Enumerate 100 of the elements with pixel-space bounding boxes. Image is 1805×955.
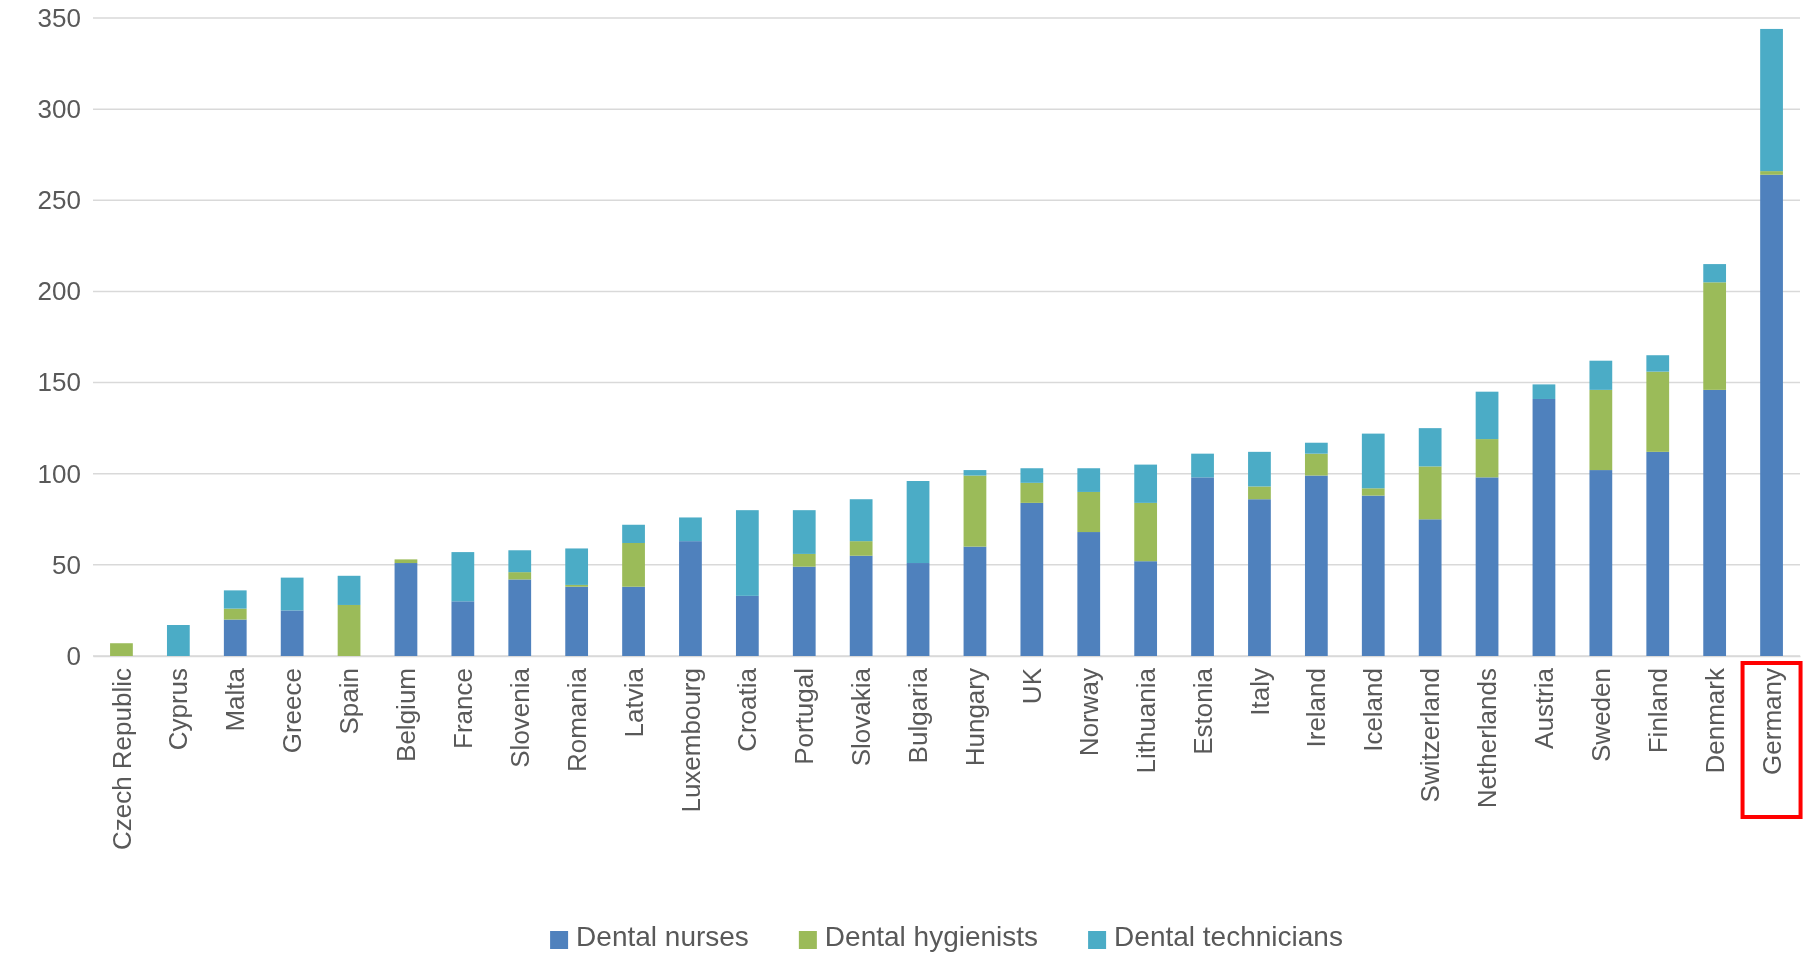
bar: [849, 541, 873, 556]
x-tick-label: Romania: [561, 667, 592, 773]
x-tick-label: Spain: [334, 668, 365, 735]
x-tick-label: Norway: [1073, 668, 1104, 757]
bar: [1475, 439, 1499, 478]
bar: [1418, 519, 1442, 656]
bar: [963, 470, 987, 476]
bar: [1589, 470, 1613, 656]
bar: [1646, 355, 1670, 372]
y-tick-label: 150: [37, 367, 81, 398]
x-tick-label: Czech Republic: [106, 668, 137, 851]
y-tick-label: 100: [37, 458, 81, 489]
x-tick-label: Iceland: [1358, 668, 1389, 752]
y-tick-label: 300: [37, 93, 81, 124]
bar: [508, 579, 532, 656]
x-tick-label: Ireland: [1301, 668, 1332, 748]
x-tick-label: Estonia: [1187, 667, 1218, 755]
x-tick-label: Austria: [1529, 667, 1560, 749]
bar: [1703, 389, 1727, 656]
bar: [223, 608, 247, 620]
x-tick-label: Hungary: [960, 668, 991, 767]
bar: [1134, 464, 1158, 503]
x-tick-label: Netherlands: [1472, 668, 1503, 809]
bar: [508, 572, 532, 580]
bar: [1589, 389, 1613, 471]
bar: [1077, 491, 1101, 533]
bar: [906, 563, 930, 656]
bar: [849, 555, 873, 656]
bar: [1248, 451, 1271, 487]
bar: [166, 625, 190, 656]
bar: [792, 510, 816, 554]
bar: [1418, 466, 1442, 520]
bar: [223, 590, 247, 609]
x-tick-label: Sweden: [1585, 668, 1616, 762]
bar: [1760, 174, 1783, 656]
bar: [1589, 360, 1613, 390]
bar: [110, 643, 133, 656]
bar: [1361, 495, 1385, 656]
x-tick-label: Slovenia: [504, 667, 535, 768]
bar: [792, 553, 816, 567]
bar: [1304, 442, 1328, 454]
x-tick-label: UK: [1016, 667, 1047, 705]
x-tick-label: Bulgaria: [903, 667, 934, 764]
y-tick-label: 350: [37, 2, 81, 33]
bar: [1020, 502, 1044, 656]
y-tick-label: 250: [37, 185, 81, 216]
bar: [1418, 428, 1442, 467]
bar: [337, 604, 361, 656]
bar: [963, 546, 987, 656]
bar: [1248, 499, 1271, 656]
x-tick-label: Latvia: [618, 667, 649, 738]
x-tick-label: Cyprus: [163, 668, 194, 751]
x-tick-label: Croatia: [732, 667, 763, 752]
bar: [735, 510, 759, 596]
bar: [508, 550, 532, 573]
bar: [622, 586, 645, 656]
bar: [565, 586, 589, 656]
x-tick-label: Greece: [277, 668, 308, 754]
bar: [1020, 482, 1044, 503]
bar: [1020, 468, 1044, 483]
bar: [679, 541, 702, 656]
x-tick-label: Italy: [1244, 668, 1275, 716]
x-tick-label: Belgium: [391, 668, 422, 762]
x-tick-label: Switzerland: [1415, 668, 1446, 803]
bar: [622, 524, 645, 543]
bar: [1134, 502, 1158, 562]
bar: [451, 552, 475, 602]
bar: [1248, 486, 1271, 500]
bar: [1361, 488, 1385, 496]
bar: [1475, 477, 1499, 656]
x-tick-label: Denmark: [1699, 667, 1730, 774]
bar: [280, 610, 304, 656]
bar: [963, 475, 987, 547]
bar: [849, 499, 873, 542]
y-tick-label: 0: [66, 640, 81, 671]
bar: [337, 575, 361, 605]
bar: [1703, 264, 1727, 283]
bar: [1077, 532, 1101, 656]
legend-label: Dental nurses: [576, 921, 749, 952]
bar: [223, 619, 247, 656]
y-tick-label: 200: [37, 276, 81, 307]
bar: [451, 601, 475, 656]
bar: [280, 577, 304, 611]
bar: [1304, 453, 1328, 476]
x-tick-label: Portugal: [789, 668, 820, 765]
bar: [735, 595, 759, 656]
bar: [679, 517, 702, 542]
bar: [1191, 453, 1214, 478]
bar: [1646, 371, 1670, 452]
bar: [1361, 433, 1385, 489]
bar: [1191, 477, 1214, 656]
bar: [394, 559, 418, 564]
x-tick-label: Malta: [220, 667, 251, 732]
bar: [1760, 171, 1783, 175]
bar: [1703, 282, 1727, 390]
y-tick-label: 50: [52, 549, 81, 580]
bar: [1475, 391, 1499, 440]
bar: [394, 563, 418, 656]
bar: [906, 481, 930, 564]
legend-label: Dental technicians: [1114, 921, 1343, 952]
